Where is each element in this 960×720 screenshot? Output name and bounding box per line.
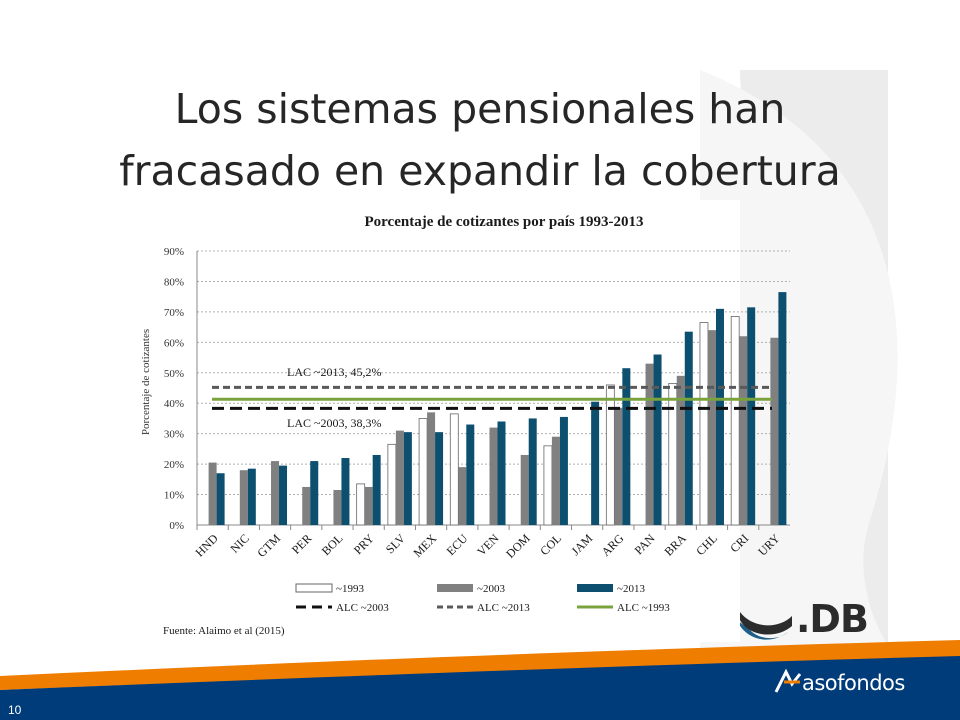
footer-blue-band — [0, 656, 960, 720]
legend-label: ~2003 — [477, 583, 505, 595]
slide-title-line2: fracasado en expandir la cobertura — [119, 147, 841, 195]
legend-swatch — [577, 584, 613, 592]
bar-cri-2 — [747, 307, 756, 525]
annotation-lac-2003: LAC ~2003, 38,3% — [287, 416, 382, 430]
bar-ury-1 — [770, 337, 779, 525]
legend-label: ALC ~2013 — [477, 602, 530, 614]
slide-title-line1: Los sistemas pensionales han — [174, 85, 786, 133]
legend-swatch — [295, 583, 333, 593]
slide-title: Los sistemas pensionales han fracasado e… — [100, 78, 860, 202]
bar-pan-1 — [645, 363, 654, 525]
bar-chl-2 — [715, 308, 724, 525]
y-tick-label: 90% — [164, 246, 184, 258]
bar-per-1 — [302, 486, 311, 525]
bar-nic-1 — [239, 470, 248, 525]
y-tick-label: 20% — [164, 459, 184, 471]
asofondos-mark-icon — [774, 668, 802, 693]
y-tick-label: 50% — [164, 368, 184, 380]
bar-arg-1 — [614, 407, 623, 525]
chart-panel — [132, 200, 740, 642]
legend-label: ~1993 — [336, 583, 364, 595]
footer-orange-stripe — [0, 640, 960, 690]
idb-logo-text: .DB — [796, 597, 869, 641]
legend: ~1993 ~2003 ~2013 ALC ~2003 ALC ~2013 ALC ~19… — [295, 583, 670, 614]
bar-cri-0 — [730, 316, 740, 526]
y-tick-labels: 0% 10% 20% 30% 40% 50% 60% 70% 80% 90% — [164, 246, 184, 532]
bar-bra-2 — [684, 331, 693, 525]
annotation-lac-2013: LAC ~2013, 45,2% — [287, 365, 382, 379]
bar-slv-2 — [403, 432, 412, 525]
bar-col-1 — [551, 436, 560, 525]
y-tick-label: 80% — [164, 276, 184, 288]
bar-slv-1 — [395, 430, 404, 525]
asofondos-logo-text: asofondos — [802, 671, 905, 695]
bar-gtm-1 — [271, 461, 280, 525]
bar-dom-1 — [520, 454, 529, 525]
bar-ecu-1 — [458, 467, 467, 525]
bar-per-2 — [310, 461, 319, 525]
legend-swatch — [437, 584, 473, 592]
bar-chl-1 — [707, 330, 716, 525]
bar-bra-1 — [676, 375, 685, 525]
y-tick-label: 60% — [164, 337, 184, 349]
bar-ecu-2 — [466, 424, 475, 525]
y-tick-label: 70% — [164, 307, 184, 319]
bar-mex-2 — [435, 432, 444, 525]
bar-nic-2 — [247, 468, 256, 525]
bar-ecu-0 — [449, 413, 459, 526]
legend-label: ALC ~2003 — [336, 602, 389, 614]
reference-lines — [212, 385, 772, 410]
bar-mex-1 — [427, 412, 436, 525]
y-tick-label: 10% — [164, 490, 184, 502]
bar-jam-2 — [591, 401, 600, 525]
bar-bra-0 — [668, 383, 678, 526]
bar-hnd-2 — [216, 473, 225, 525]
bar-gtm-2 — [279, 465, 288, 525]
bar-slv-0 — [387, 443, 397, 526]
bars — [208, 292, 787, 526]
bar-col-0 — [543, 445, 553, 526]
bar-chl-0 — [699, 322, 709, 526]
bar-ven-1 — [489, 427, 498, 525]
bar-arg-0 — [605, 384, 615, 526]
bar-pry-1 — [364, 486, 373, 525]
x-tick-label-ury: URY — [755, 531, 783, 559]
bar-col-2 — [559, 416, 568, 525]
bar-pry-0 — [356, 483, 366, 526]
legend-label: ALC ~1993 — [617, 602, 670, 614]
y-axis-label: Porcentaje de cotizantes — [140, 329, 152, 435]
bar-ven-2 — [497, 421, 506, 525]
y-tick-label: 40% — [164, 398, 184, 410]
y-tick-label: 0% — [169, 520, 184, 532]
bar-pan-2 — [653, 354, 662, 525]
idb-logo-mark — [737, 612, 792, 640]
y-tick-label: 30% — [164, 429, 184, 441]
legend-label: ~2013 — [617, 583, 645, 595]
bar-bol-1 — [333, 489, 342, 525]
source-note: Fuente: Alaimo et al (2015) — [163, 625, 285, 637]
bar-pry-2 — [372, 454, 381, 525]
chart-title: Porcentaje de cotizantes por país 1993-2… — [365, 214, 644, 230]
bar-cri-1 — [739, 336, 748, 525]
bar-bol-2 — [341, 458, 350, 525]
bar-hnd-1 — [208, 462, 217, 525]
page-number: 10 — [8, 703, 22, 717]
bar-dom-2 — [528, 418, 537, 525]
asofondos-logo: asofondos — [776, 668, 905, 698]
bar-arg-2 — [622, 368, 631, 525]
bar-mex-0 — [418, 418, 428, 526]
bar-ury-2 — [778, 292, 787, 525]
